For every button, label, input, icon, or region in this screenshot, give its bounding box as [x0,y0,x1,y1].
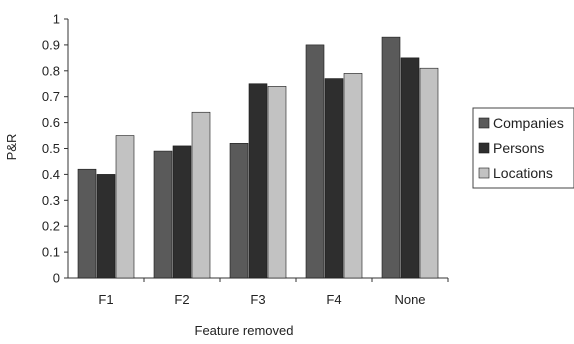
x-axis-label: Feature removed [195,323,294,338]
bars [77,36,439,279]
y-tick-label: 0.6 [42,115,60,130]
x-tick-label: F1 [98,292,113,307]
y-tick-label: 0 [53,271,60,286]
x-tick-label: F4 [326,292,341,307]
bar-locations-f3 [267,86,287,279]
bar-companies-f3 [229,143,249,279]
x-tick-label: F3 [250,292,265,307]
x-tick-label: None [394,292,425,307]
y-tick-label: 1 [53,12,60,27]
bar-persons-none [400,57,420,279]
legend: Companies Persons Locations [472,107,574,189]
y-axis-ticks: 0 0.1 0.2 0.3 0.4 0.5 0.6 0.7 0.8 0.9 1 [42,12,68,286]
y-tick-label: 0.1 [42,245,60,260]
y-tick-label: 0.7 [42,89,60,104]
bar-persons-f4 [324,78,344,279]
bar-locations-f1 [115,135,135,279]
y-tick-label: 0.5 [42,141,60,156]
legend-swatch [478,117,490,129]
legend-swatch [478,142,490,154]
bar-companies-f2 [153,150,173,279]
legend-label: Persons [493,140,544,156]
bar-companies-f1 [77,168,97,279]
bar-locations-f2 [191,111,211,279]
bar-companies-f4 [305,44,325,279]
bar-persons-f2 [172,145,192,279]
bar-locations-f4 [343,73,363,279]
y-tick-label: 0.3 [42,193,60,208]
y-axis-label: P&R [4,134,19,161]
legend-box [472,107,574,189]
y-tick-label: 0.8 [42,63,60,78]
bar-persons-f3 [248,83,268,279]
y-tick-label: 0.2 [42,219,60,234]
legend-label: Companies [493,115,564,131]
x-axis-ticks: F1 F2 F3 F4 None [98,278,449,307]
bar-persons-f1 [96,174,116,279]
bar-companies-none [381,36,401,279]
y-tick-label: 0.9 [42,37,60,52]
legend-swatch [478,167,490,179]
x-tick-label: F2 [174,292,189,307]
bar-locations-none [419,67,439,279]
legend-label: Locations [493,165,553,181]
y-tick-label: 0.4 [42,167,60,182]
